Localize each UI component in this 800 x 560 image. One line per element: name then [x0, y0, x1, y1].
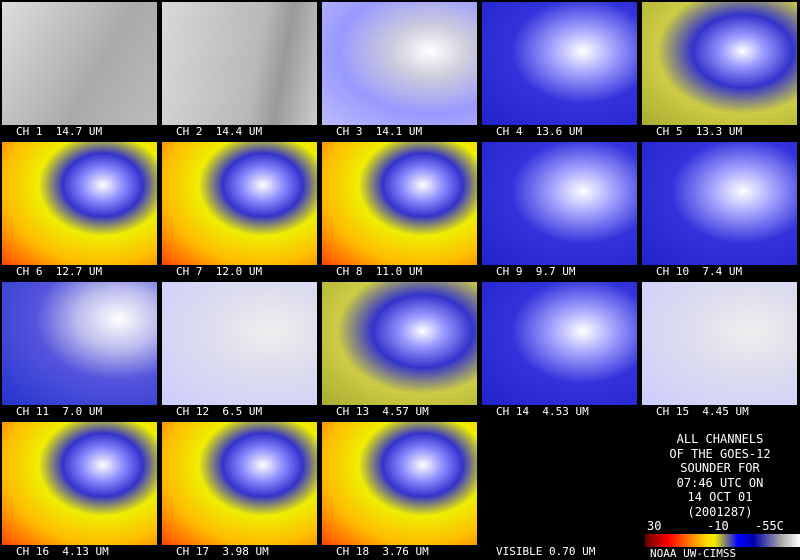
panel-label: CH 14 4.53 UM [496, 405, 589, 418]
panel: CH 11 7.0 UM [0, 280, 160, 420]
panel-label: CH 3 14.1 UM [336, 125, 423, 138]
info-line: 14 OCT 01 [687, 490, 753, 504]
panel: CH 17 3.98 UM [160, 420, 320, 560]
panel: CH 16 4.13 UM [0, 420, 160, 560]
panel: CH 18 3.76 UM [320, 420, 480, 560]
panel-label: CH 13 4.57 UM [336, 405, 429, 418]
colorbar-label: 30 [647, 519, 662, 533]
panel: CH 9 9.7 UM [480, 140, 640, 280]
colorbar-label: -55C [755, 519, 784, 533]
panel-image [642, 282, 797, 405]
panel-image [322, 422, 477, 545]
panel-label: CH 15 4.45 UM [656, 405, 749, 418]
panel-image [642, 142, 797, 265]
panel: CH 15 4.45 UM [640, 280, 800, 420]
panel-image [162, 282, 317, 405]
colorbar [645, 534, 800, 547]
panel: VISIBLE 0.70 UM [480, 420, 640, 560]
panel: CH 4 13.6 UM [480, 0, 640, 140]
info-line: SOUNDER FOR [680, 461, 760, 475]
panel-label: CH 1 14.7 UM [16, 125, 103, 138]
panel-label: VISIBLE 0.70 UM [496, 545, 596, 558]
panel: CH 13 4.57 UM [320, 280, 480, 420]
panel-label: CH 11 7.0 UM [16, 405, 103, 418]
info-line: (2001287) [687, 504, 753, 519]
panel-image [482, 422, 637, 545]
panel: CH 3 14.1 UM [320, 0, 480, 140]
panel-label: CH 5 13.3 UM [656, 125, 743, 138]
panel-image [162, 422, 317, 545]
panel: CH 8 11.0 UM [320, 140, 480, 280]
panel-label: CH 4 13.6 UM [496, 125, 583, 138]
panel: CH 2 14.4 UM [160, 0, 320, 140]
credit: NOAA UW-CIMSS [650, 547, 737, 560]
panel: CH 1 14.7 UM [0, 0, 160, 140]
panel: CH 6 12.7 UM [0, 140, 160, 280]
panel: CH 5 13.3 UM [640, 0, 800, 140]
panel-image [162, 142, 317, 265]
panel-label: CH 17 3.98 UM [176, 545, 269, 558]
panel-image [2, 142, 157, 265]
panel-label: CH 7 12.0 UM [176, 265, 263, 278]
panel-label: CH 10 7.4 UM [656, 265, 743, 278]
colorbar-label: -10 [707, 519, 729, 533]
panel-label: CH 16 4.13 UM [16, 545, 109, 558]
panel-image [322, 2, 477, 125]
panel-image [2, 2, 157, 125]
panel-image [482, 142, 637, 265]
panel: CH 12 6.5 UM [160, 280, 320, 420]
panel-label: CH 2 14.4 UM [176, 125, 263, 138]
panel-image [322, 282, 477, 405]
panel: CH 7 12.0 UM [160, 140, 320, 280]
panel-image [2, 422, 157, 545]
panel-image [2, 282, 157, 405]
panel-label: CH 9 9.7 UM [496, 265, 576, 278]
info-line: 07:46 UTC ON [676, 475, 764, 490]
panel-image [642, 2, 797, 125]
panel-image [482, 282, 637, 405]
info-line: ALL CHANNELS [676, 432, 764, 446]
panel-image [322, 142, 477, 265]
panel-image [482, 2, 637, 125]
panel-label: CH 18 3.76 UM [336, 545, 429, 558]
panel-label: CH 8 11.0 UM [336, 265, 423, 278]
panel-image [162, 2, 317, 125]
panel: CH 14 4.53 UM [480, 280, 640, 420]
panel-label: CH 6 12.7 UM [16, 265, 103, 278]
info-line: OF THE GOES-12 [669, 446, 771, 461]
info-text: ALL CHANNELS OF THE GOES-12 SOUNDER FOR 07:… [645, 432, 795, 519]
panel-label: CH 12 6.5 UM [176, 405, 263, 418]
panel: CH 10 7.4 UM [640, 140, 800, 280]
